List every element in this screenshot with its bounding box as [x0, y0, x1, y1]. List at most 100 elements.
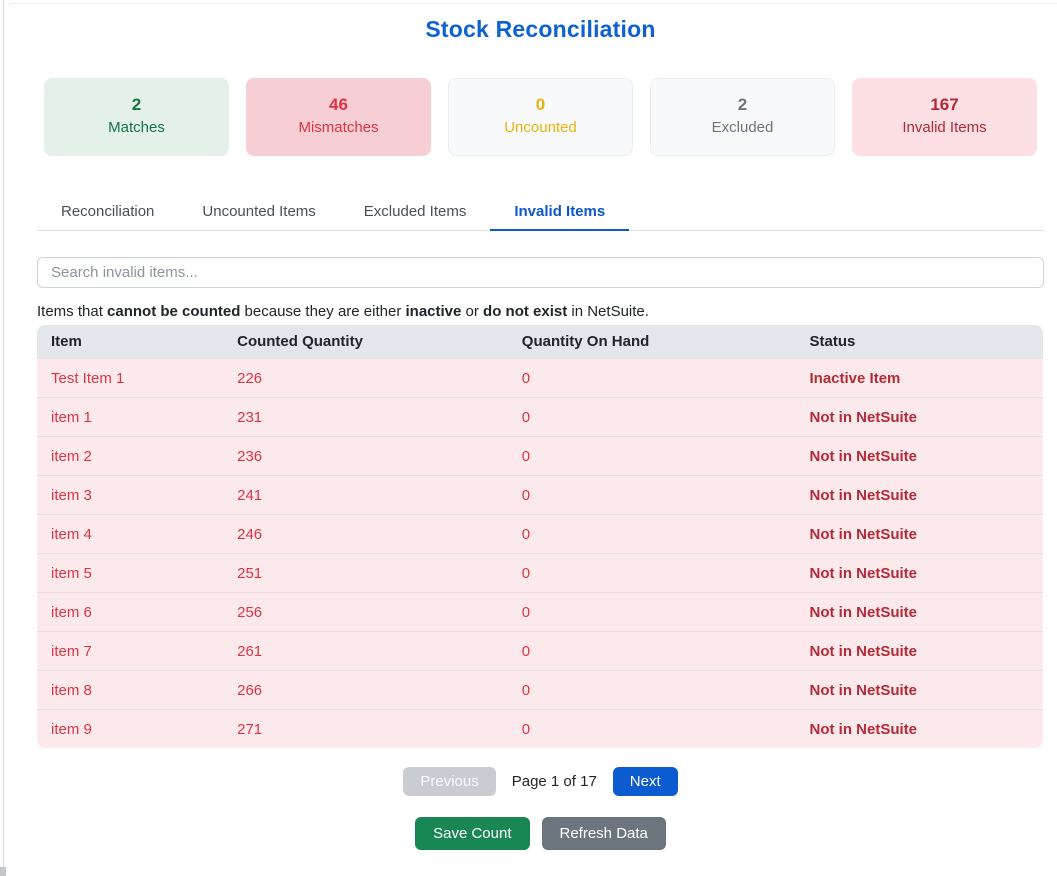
table-row: item 3 241 0 Not in NetSuite	[37, 475, 1043, 514]
excluded-label: Excluded	[711, 119, 774, 137]
status-cell: Not in NetSuite	[795, 631, 1043, 670]
invalid-items-card: 167 Invalid Items	[852, 78, 1037, 156]
uncounted-card: 0 Uncounted	[448, 78, 633, 156]
description-text: because they are either	[240, 303, 406, 320]
previous-page-button[interactable]: Previous	[403, 767, 496, 796]
table-row: item 7 261 0 Not in NetSuite	[37, 631, 1043, 670]
quantity-on-hand-cell: 0	[507, 475, 796, 514]
quantity-on-hand-cell: 0	[507, 358, 796, 397]
counted-quantity-cell: 261	[223, 631, 508, 670]
invalid-items-description: Items that cannot be counted because the…	[37, 303, 1044, 320]
counted-quantity-cell: 246	[223, 514, 508, 553]
quantity-on-hand-cell: 0	[507, 553, 796, 592]
quantity-on-hand-cell: 0	[507, 592, 796, 631]
excluded-count: 2	[737, 95, 748, 114]
tab-bar: Reconciliation Uncounted Items Excluded …	[37, 194, 1044, 231]
next-page-button[interactable]: Next	[612, 767, 678, 796]
invalid-items-table: Item Counted Quantity Quantity On Hand S…	[37, 325, 1043, 748]
table-row: Test Item 1 226 0 Inactive Item	[37, 358, 1043, 397]
counted-quantity-cell: 266	[223, 670, 508, 709]
counted-quantity-cell: 231	[223, 397, 508, 436]
table-row: item 2 236 0 Not in NetSuite	[37, 436, 1043, 475]
description-text: in NetSuite.	[567, 303, 649, 320]
counted-quantity-cell: 226	[223, 358, 508, 397]
invalid-items-count: 167	[930, 95, 959, 114]
table-row: item 1 231 0 Not in NetSuite	[37, 397, 1043, 436]
header-quantity-on-hand: Quantity On Hand	[507, 325, 796, 358]
counted-quantity-cell: 271	[223, 709, 508, 748]
status-cell: Not in NetSuite	[795, 553, 1043, 592]
description-text: or	[461, 303, 484, 320]
quantity-on-hand-cell: 0	[507, 631, 796, 670]
header-item: Item	[37, 325, 224, 358]
quantity-on-hand-cell: 0	[507, 397, 796, 436]
matches-label: Matches	[108, 119, 165, 137]
description-text: Items that	[37, 303, 108, 320]
action-buttons: Save Count Refresh Data	[37, 817, 1044, 850]
item-cell: item 7	[37, 631, 224, 670]
table-row: item 9 271 0 Not in NetSuite	[37, 709, 1043, 748]
status-cell: Not in NetSuite	[795, 709, 1043, 748]
page-info: Page 1 of 17	[511, 773, 597, 790]
page-title: Stock Reconciliation	[425, 16, 656, 42]
counted-quantity-cell: 256	[223, 592, 508, 631]
uncounted-count: 0	[535, 95, 546, 114]
counted-quantity-cell: 236	[223, 436, 508, 475]
matches-count: 2	[131, 95, 142, 114]
quantity-on-hand-cell: 0	[507, 709, 796, 748]
tab-invalid-items[interactable]: Invalid Items	[490, 194, 630, 231]
counted-quantity-cell: 251	[223, 553, 508, 592]
status-cell: Not in NetSuite	[795, 514, 1043, 553]
excluded-card: 2 Excluded	[650, 78, 835, 156]
tab-reconciliation[interactable]: Reconciliation	[37, 194, 178, 231]
item-cell: item 1	[37, 397, 224, 436]
header-status: Status	[795, 325, 1043, 358]
description-bold-inactive: inactive	[405, 303, 462, 320]
search-input[interactable]	[37, 257, 1044, 288]
table-row: item 6 256 0 Not in NetSuite	[37, 592, 1043, 631]
item-cell: item 2	[37, 436, 224, 475]
tab-excluded-items[interactable]: Excluded Items	[340, 194, 491, 231]
status-cell: Not in NetSuite	[795, 670, 1043, 709]
counted-quantity-cell: 241	[223, 475, 508, 514]
pagination: Previous Page 1 of 17 Next	[37, 767, 1044, 796]
item-cell: item 3	[37, 475, 224, 514]
uncounted-label: Uncounted	[504, 119, 577, 137]
table-row: item 5 251 0 Not in NetSuite	[37, 553, 1043, 592]
status-cell: Not in NetSuite	[795, 475, 1043, 514]
status-cell: Inactive Item	[795, 358, 1043, 397]
table-row: item 8 266 0 Not in NetSuite	[37, 670, 1043, 709]
description-bold-cannot-be-counted: cannot be counted	[107, 303, 241, 320]
item-cell: item 9	[37, 709, 224, 748]
status-cell: Not in NetSuite	[795, 436, 1043, 475]
window-top-edge	[10, 3, 1057, 4]
window-left-edge	[3, 0, 4, 876]
refresh-data-button[interactable]: Refresh Data	[541, 817, 666, 850]
item-cell: item 4	[37, 514, 224, 553]
invalid-items-label: Invalid Items	[902, 119, 987, 137]
table-header: Item Counted Quantity Quantity On Hand S…	[37, 325, 1043, 358]
stock-reconciliation-page: Stock Reconciliation 2 Matches 46 Mismat…	[37, 0, 1044, 850]
table-body: Test Item 1 226 0 Inactive Item item 1 2…	[37, 358, 1043, 748]
quantity-on-hand-cell: 0	[507, 670, 796, 709]
tab-uncounted-items[interactable]: Uncounted Items	[178, 194, 339, 231]
mismatches-count: 46	[329, 95, 348, 114]
item-cell: item 8	[37, 670, 224, 709]
quantity-on-hand-cell: 0	[507, 514, 796, 553]
summary-cards: 2 Matches 46 Mismatches 0 Uncounted 2 Ex…	[44, 78, 1037, 156]
description-bold-do-not-exist: do not exist	[483, 303, 568, 320]
window-edge-artifact	[0, 867, 6, 876]
mismatches-label: Mismatches	[298, 119, 379, 137]
table-row: item 4 246 0 Not in NetSuite	[37, 514, 1043, 553]
mismatches-card: 46 Mismatches	[246, 78, 431, 156]
search-bar	[37, 257, 1044, 288]
header-counted-quantity: Counted Quantity	[223, 325, 508, 358]
status-cell: Not in NetSuite	[795, 592, 1043, 631]
item-cell: item 6	[37, 592, 224, 631]
status-cell: Not in NetSuite	[795, 397, 1043, 436]
item-cell: Test Item 1	[37, 358, 224, 397]
item-cell: item 5	[37, 553, 224, 592]
matches-card: 2 Matches	[44, 78, 229, 156]
save-count-button[interactable]: Save Count	[415, 817, 530, 850]
quantity-on-hand-cell: 0	[507, 436, 796, 475]
